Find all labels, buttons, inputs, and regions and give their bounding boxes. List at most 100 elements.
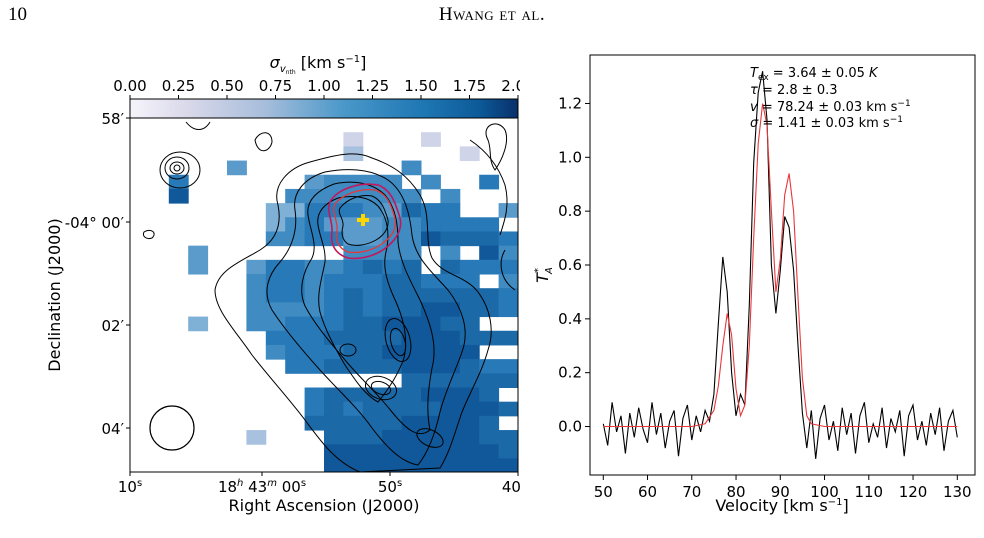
page-number: 10 xyxy=(8,4,27,25)
map-pixel xyxy=(459,444,480,459)
map-pixel xyxy=(421,444,441,459)
running-head: Hwang et al. xyxy=(438,4,546,25)
map-pixel xyxy=(324,231,344,247)
observed-spectrum-line xyxy=(602,71,958,459)
map-pixel xyxy=(343,344,364,360)
map-pixel xyxy=(421,359,441,374)
map-pixel xyxy=(401,458,422,472)
map-pixel xyxy=(440,458,461,472)
map-pixel xyxy=(421,231,441,247)
map-pixel xyxy=(421,132,441,147)
map-pixel xyxy=(440,344,461,360)
map-pixel xyxy=(382,259,403,275)
map-pixel xyxy=(479,415,500,431)
map-pixel xyxy=(265,203,286,218)
map-pixel xyxy=(265,302,286,318)
map-pixel xyxy=(421,316,441,332)
map-pixel xyxy=(285,302,306,318)
map-pixel xyxy=(401,330,422,346)
map-pixel xyxy=(362,203,383,218)
map-pixel xyxy=(362,330,383,346)
map-pixel xyxy=(459,430,480,445)
map-pixel xyxy=(479,330,500,346)
contour-blob-4 xyxy=(370,380,392,396)
colorbar-label: σvnth [km s−1] xyxy=(270,53,367,76)
map-pixel xyxy=(343,288,364,303)
map-pixel xyxy=(459,146,480,162)
map-pixel xyxy=(343,430,364,445)
map-pixel xyxy=(401,344,422,360)
map-pixel xyxy=(362,415,383,431)
fit-param-tau: τ = 2.8 ± 0.3 xyxy=(750,83,838,98)
map-pixel xyxy=(382,387,403,403)
map-pixel xyxy=(440,231,461,247)
map-pixel xyxy=(498,288,518,303)
map-pixel xyxy=(265,344,286,360)
map-pixel xyxy=(479,217,500,232)
spectrum-ytick-label: 0.4 xyxy=(558,310,582,328)
contour-cluster-1 xyxy=(164,156,190,180)
map-pixel xyxy=(188,316,209,332)
map-pixel xyxy=(440,274,461,289)
map-pixel xyxy=(304,217,325,232)
inner-contour xyxy=(338,195,389,246)
map-pixel xyxy=(401,359,422,374)
map-pixel xyxy=(362,274,383,289)
map-pixel xyxy=(343,458,364,472)
spectrum-xtick-label: 90 xyxy=(771,483,790,501)
map-pixel xyxy=(362,401,383,417)
map-pixel xyxy=(168,188,189,204)
ytick-02: 02′ xyxy=(102,317,125,335)
map-pixel xyxy=(440,203,461,218)
spectrum-yticks: 0.0 0.2 0.4 0.6 0.8 1.0 1.2 xyxy=(558,94,590,436)
map-pixel xyxy=(479,401,500,417)
map-pixel xyxy=(440,316,461,332)
spectrum-xtick-label: 70 xyxy=(682,483,701,501)
map-pixel xyxy=(401,288,422,303)
map-pixel xyxy=(498,259,518,275)
map-pixel xyxy=(382,174,403,190)
contour-2 xyxy=(266,169,466,466)
map-pixel xyxy=(401,203,422,218)
map-pixel xyxy=(304,387,325,403)
map-xlabel: Right Ascension (J2000) xyxy=(229,496,420,515)
map-pixel xyxy=(421,274,441,289)
contour-top-left xyxy=(185,121,211,130)
map-pixel xyxy=(440,259,461,275)
map-pixel xyxy=(401,415,422,431)
map-pixel xyxy=(246,259,267,275)
map-pixel xyxy=(479,302,500,318)
map-pixel xyxy=(304,401,325,417)
map-pixel xyxy=(498,274,518,289)
map-pixel xyxy=(324,344,344,360)
map-pixel xyxy=(479,231,500,247)
map-pixel xyxy=(343,259,364,275)
map-pixel xyxy=(382,359,403,374)
map-pixel xyxy=(285,188,306,204)
map-pixel xyxy=(421,344,441,360)
map-pixel xyxy=(246,288,267,303)
spectrum-xtick-label: 130 xyxy=(943,483,972,501)
map-pixel xyxy=(440,217,461,232)
map-pixel xyxy=(440,288,461,303)
contour-4 xyxy=(317,196,407,403)
map-pixel xyxy=(421,430,441,445)
map-pixel xyxy=(285,288,306,303)
ytick-04: 04′ xyxy=(102,420,125,438)
map-pixel xyxy=(401,259,422,275)
map-pixel xyxy=(401,444,422,459)
map-pixel xyxy=(285,259,306,275)
colorbar-tick-label: 0.25 xyxy=(162,77,195,95)
map-pixel xyxy=(498,245,518,261)
map-pixel xyxy=(479,444,500,459)
spectrum-ylabel: T*A xyxy=(533,267,555,283)
map-pixel xyxy=(324,458,344,472)
map-pixel xyxy=(285,316,306,332)
map-pixel xyxy=(401,160,422,176)
colorbar-tick-label: 0.75 xyxy=(259,77,292,95)
map-pixel xyxy=(401,316,422,332)
map-pixel xyxy=(479,458,500,472)
map-pixel xyxy=(304,259,325,275)
colorbar xyxy=(129,98,519,119)
map-pixel xyxy=(479,245,500,261)
